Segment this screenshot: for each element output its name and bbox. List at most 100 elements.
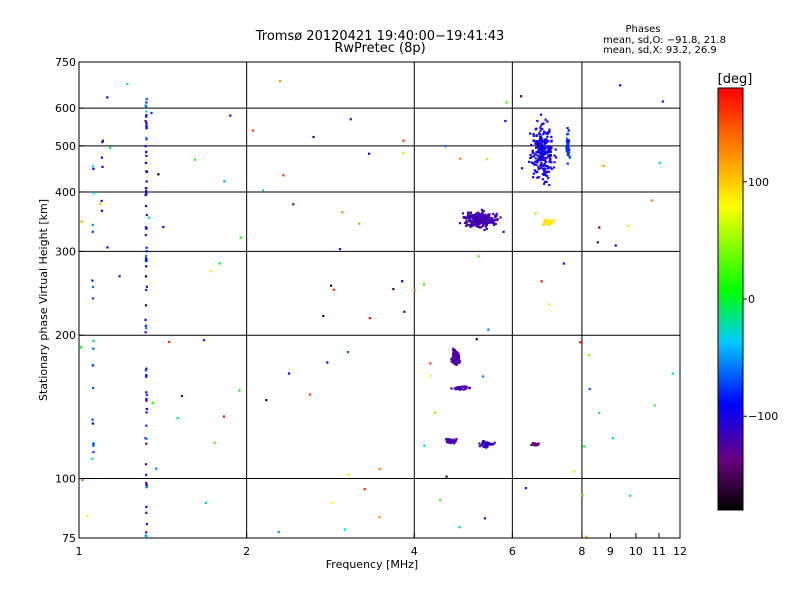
data-point [541, 164, 544, 167]
data-point [277, 531, 280, 534]
data-point [176, 417, 179, 420]
data-point [539, 137, 542, 140]
data-point [549, 150, 552, 154]
data-point [488, 218, 491, 221]
data-point [614, 244, 617, 247]
data-point [92, 347, 95, 350]
data-points [79, 80, 674, 538]
data-point [91, 223, 94, 226]
data-point [548, 128, 551, 131]
data-point [92, 339, 95, 343]
data-point [144, 324, 147, 327]
data-point [213, 441, 216, 444]
data-point [530, 143, 533, 146]
data-point [540, 161, 543, 164]
x-tick-label: 2 [243, 545, 250, 558]
data-point [542, 156, 545, 159]
data-point [535, 443, 538, 446]
data-point [537, 148, 540, 151]
data-point [535, 146, 538, 149]
y-tick-label: 100 [55, 473, 76, 486]
data-point [151, 401, 154, 405]
data-point [145, 259, 148, 262]
data-point [462, 388, 465, 391]
x-tick-label: 10 [629, 545, 643, 558]
data-point [477, 216, 480, 219]
data-point [478, 212, 481, 215]
data-point [118, 275, 121, 278]
data-point [482, 440, 485, 443]
data-point [475, 214, 478, 218]
data-point [222, 415, 225, 418]
data-point [546, 145, 550, 148]
plot-frame [78, 61, 681, 539]
data-point [543, 222, 546, 226]
data-point [549, 166, 552, 169]
data-point [455, 437, 458, 441]
data-point [538, 159, 541, 162]
data-point [455, 387, 458, 390]
data-point [193, 158, 196, 161]
data-point [282, 174, 285, 177]
data-point [145, 288, 148, 292]
data-point [392, 288, 395, 291]
data-point [468, 218, 471, 221]
data-point [145, 98, 148, 101]
data-point [144, 234, 147, 237]
data-point [144, 161, 147, 164]
y-tick-label: 75 [62, 532, 76, 545]
data-point [539, 153, 542, 156]
data-point [308, 393, 311, 396]
data-point [80, 220, 83, 223]
data-point [542, 168, 545, 171]
data-point [473, 214, 476, 217]
data-point [145, 265, 148, 268]
data-point [492, 443, 495, 446]
data-point [478, 219, 481, 222]
data-point [368, 317, 371, 320]
data-point [489, 221, 492, 224]
data-point [145, 138, 148, 141]
data-point [487, 328, 490, 331]
data-point [480, 215, 483, 218]
data-point [550, 219, 553, 222]
data-point [482, 220, 485, 224]
data-point [494, 216, 497, 219]
data-point [145, 437, 148, 440]
data-point [168, 340, 171, 343]
y-tick-label: 300 [55, 245, 76, 258]
data-point [434, 411, 437, 414]
data-point [91, 165, 95, 168]
data-point [459, 157, 462, 160]
data-point [414, 289, 417, 292]
data-point [543, 168, 547, 171]
data-point [544, 147, 547, 150]
data-point [566, 133, 569, 136]
data-point [546, 174, 549, 178]
data-point [478, 442, 481, 445]
data-point [464, 388, 467, 391]
data-point [543, 131, 546, 134]
data-point [458, 388, 461, 391]
data-point [150, 111, 153, 115]
data-point [481, 442, 484, 445]
data-point [532, 176, 535, 179]
data-point [520, 95, 523, 98]
data-point [581, 494, 584, 497]
data-point [546, 165, 549, 168]
data-point [450, 441, 453, 444]
data-point [538, 132, 541, 135]
data-point [543, 172, 546, 175]
data-point [550, 167, 553, 171]
data-point [543, 138, 546, 141]
data-point [91, 285, 95, 289]
data-point [145, 481, 148, 485]
data-point [524, 487, 527, 490]
data-point [532, 152, 535, 155]
data-point [469, 223, 472, 226]
data-point [530, 155, 533, 159]
data-point [469, 212, 472, 215]
data-point [445, 437, 448, 441]
data-point [453, 442, 456, 445]
data-point [145, 187, 148, 190]
